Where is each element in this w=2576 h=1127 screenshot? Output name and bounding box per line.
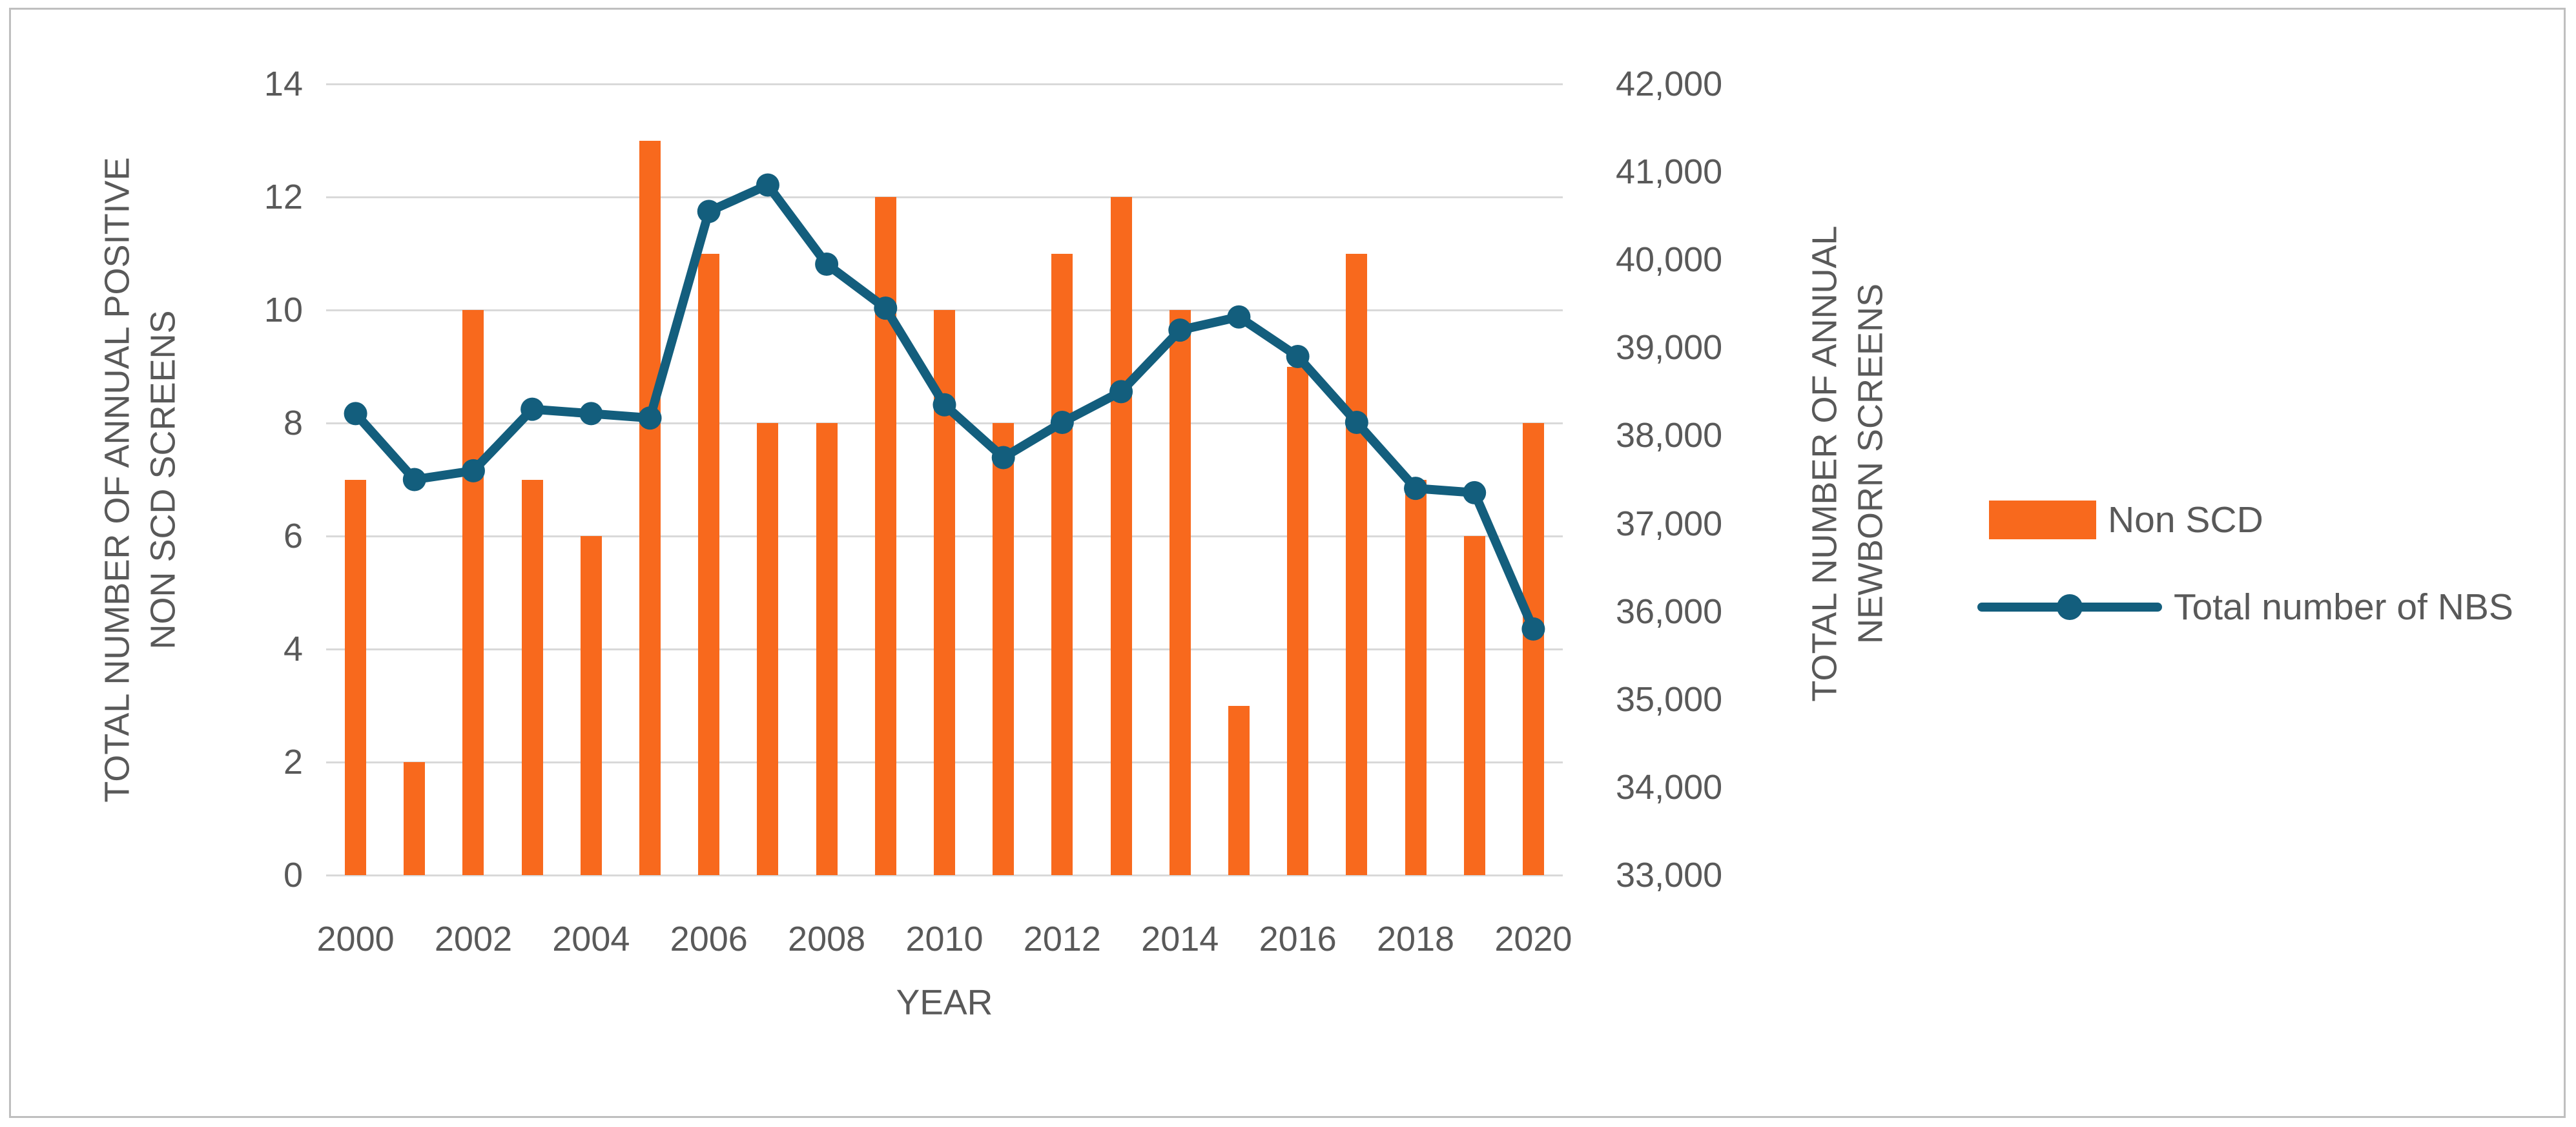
x-axis-tick-2020: 2020 bbox=[1494, 920, 1572, 958]
line-marker-2002 bbox=[461, 459, 485, 482]
legend-label: Non SCD bbox=[2108, 499, 2263, 541]
line-marker-2005 bbox=[638, 406, 662, 430]
bar-2020 bbox=[1522, 423, 1544, 875]
x-axis-tick-2006: 2006 bbox=[670, 920, 748, 958]
right-axis-tick: 38,000 bbox=[1616, 416, 1723, 455]
left-axis-tick: 8 bbox=[283, 404, 303, 442]
line-series-swatch-icon bbox=[1977, 588, 2162, 626]
x-axis-tick-2004: 2004 bbox=[552, 920, 630, 958]
bar-2013 bbox=[1110, 197, 1132, 875]
left-axis-title-line1: TOTAL NUMBER OF ANNUAL POSITIVE bbox=[98, 156, 137, 803]
bar-2006 bbox=[698, 253, 720, 875]
right-axis-tick: 36,000 bbox=[1616, 592, 1723, 631]
bar-2014 bbox=[1169, 310, 1191, 875]
right-axis-tick: 35,000 bbox=[1616, 679, 1723, 719]
line-marker-2017 bbox=[1345, 411, 1368, 435]
right-axis-tick: 42,000 bbox=[1616, 65, 1723, 103]
right-axis-tick: 37,000 bbox=[1616, 504, 1723, 543]
bar-2018 bbox=[1405, 479, 1427, 875]
right-axis-tick: 33,000 bbox=[1616, 856, 1723, 894]
bar-2015 bbox=[1228, 705, 1250, 875]
line-marker-2018 bbox=[1404, 477, 1428, 501]
right-axis-title: TOTAL NUMBER OF ANNUAL NEWBORN SCREENS bbox=[1802, 225, 1895, 701]
bar-2000 bbox=[345, 479, 367, 875]
line-marker-2001 bbox=[402, 468, 426, 491]
left-axis-title: TOTAL NUMBER OF ANNUAL POSITIVE NON SCD … bbox=[95, 157, 187, 802]
x-axis-tick-2018: 2018 bbox=[1376, 920, 1455, 958]
bar-2003 bbox=[521, 479, 543, 875]
line-marker-2004 bbox=[579, 402, 603, 426]
left-axis-tick: 6 bbox=[283, 517, 303, 555]
line-marker-2008 bbox=[815, 253, 839, 276]
bar-2002 bbox=[462, 310, 484, 875]
x-axis-tick-2016: 2016 bbox=[1259, 920, 1337, 958]
bar-2016 bbox=[1287, 366, 1309, 875]
line-marker-2007 bbox=[756, 173, 779, 197]
line-marker-2003 bbox=[520, 397, 544, 421]
bar-2004 bbox=[580, 536, 602, 875]
line-marker-2009 bbox=[874, 296, 898, 320]
left-axis-tick: 14 bbox=[263, 65, 303, 103]
left-axis-tick: 0 bbox=[283, 856, 303, 894]
x-axis-tick-2002: 2002 bbox=[434, 920, 513, 958]
bar-2008 bbox=[816, 423, 838, 875]
line-marker-2006 bbox=[697, 200, 721, 223]
legend-item-non-scd: Non SCD bbox=[1989, 501, 2263, 539]
legend-item-total-nbs: Total number of NBS bbox=[1977, 588, 2513, 626]
legend-label: Total number of NBS bbox=[2174, 586, 2513, 628]
bar-2017 bbox=[1346, 253, 1368, 875]
bar-2019 bbox=[1463, 536, 1485, 875]
right-axis-tick: 40,000 bbox=[1616, 240, 1723, 280]
x-axis-tick-2014: 2014 bbox=[1141, 920, 1219, 958]
gridline-12 bbox=[326, 196, 1563, 198]
bar-2011 bbox=[993, 423, 1015, 875]
bar-series-swatch-icon bbox=[1989, 501, 2096, 539]
line-marker-2016 bbox=[1286, 344, 1310, 368]
left-axis-tick: 2 bbox=[283, 743, 303, 781]
line-marker-2020 bbox=[1521, 617, 1545, 641]
bar-2012 bbox=[1051, 253, 1073, 875]
gridline-14 bbox=[326, 83, 1563, 85]
right-axis-tick: 39,000 bbox=[1616, 328, 1723, 367]
bar-2001 bbox=[404, 762, 426, 875]
right-axis-title-line1: TOTAL NUMBER OF ANNUAL bbox=[1805, 225, 1844, 702]
x-axis-title: YEAR bbox=[896, 982, 993, 1022]
line-marker-2011 bbox=[991, 446, 1015, 470]
right-axis-title-line2: NEWBORN SCREENS bbox=[1851, 283, 1890, 645]
left-axis-tick: 10 bbox=[263, 291, 303, 329]
bar-2005 bbox=[639, 140, 661, 875]
left-axis-tick: 4 bbox=[283, 630, 303, 668]
line-marker-2013 bbox=[1109, 380, 1133, 404]
right-axis-tick: 34,000 bbox=[1616, 767, 1723, 807]
line-series bbox=[344, 173, 1545, 641]
line-marker-2019 bbox=[1463, 481, 1487, 504]
gridline-0 bbox=[326, 874, 1563, 876]
left-axis-title-line2: NON SCD SCREENS bbox=[144, 309, 183, 650]
line-marker-2000 bbox=[344, 402, 367, 426]
line-marker-2015 bbox=[1227, 305, 1251, 329]
x-axis-tick-2012: 2012 bbox=[1023, 920, 1101, 958]
left-axis-tick: 12 bbox=[263, 178, 303, 216]
x-axis-tick-2000: 2000 bbox=[316, 920, 395, 958]
line-marker-2010 bbox=[933, 393, 956, 417]
right-axis-tick: 41,000 bbox=[1616, 152, 1723, 192]
bar-2007 bbox=[757, 423, 779, 875]
x-axis-tick-2008: 2008 bbox=[788, 920, 866, 958]
x-axis-tick-2010: 2010 bbox=[905, 920, 984, 958]
line-marker-2012 bbox=[1050, 411, 1074, 435]
line-marker-2014 bbox=[1168, 318, 1192, 342]
